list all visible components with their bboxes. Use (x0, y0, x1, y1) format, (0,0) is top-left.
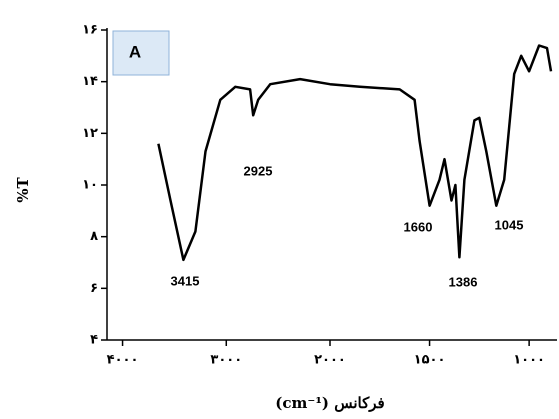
peak-label: 1386 (449, 274, 478, 289)
panel-label-box (112, 30, 170, 76)
x-tick-label: ۲۰۰۰ (314, 353, 346, 368)
x-tick-label: ۱۵۰۰ (414, 353, 446, 368)
peak-label: 1045 (495, 217, 524, 232)
spectrum-line (157, 44, 553, 262)
panel-label: A (129, 42, 141, 61)
peak-label: 2925 (244, 163, 273, 178)
y-tick-label: ۱۲ (82, 126, 98, 141)
y-tick-label: ۱۴ (82, 74, 98, 89)
x-tick-label: ۱۰۰۰ (513, 353, 545, 368)
x-tick-label: ۴۰۰۰ (107, 353, 139, 368)
y-tick-label: ۸ (90, 229, 98, 244)
peak-label: 3415 (171, 273, 200, 288)
y-tick-label: ۴ (90, 333, 98, 348)
y-tick-label: ۱۶ (82, 23, 98, 38)
y-axis-label: %T (14, 176, 32, 202)
x-tick-label: ۳۰۰۰ (210, 353, 242, 368)
peak-label: 1660 (404, 219, 433, 234)
x-axis-label: فرکانس (cm⁻¹) (275, 394, 384, 412)
y-tick-label: ۱۰ (82, 178, 98, 193)
y-tick-label: ۶ (90, 281, 98, 296)
